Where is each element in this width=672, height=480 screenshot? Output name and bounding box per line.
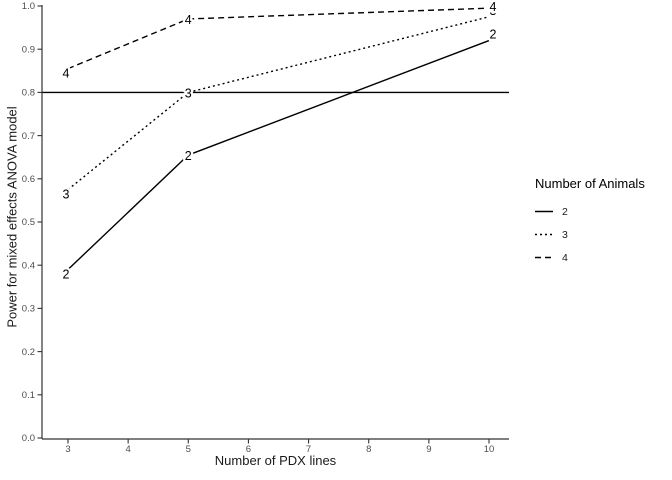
legend-item-label: 4	[562, 251, 568, 264]
legend-dotted-line-icon	[535, 233, 553, 236]
x-tick-label: 8	[366, 444, 371, 455]
legend-item-animals-2: 2	[535, 200, 645, 223]
point-label-animals-4: 4	[490, 0, 497, 14]
y-tick-label: 0.6	[22, 174, 35, 185]
legend-dashed-line-icon	[535, 256, 553, 259]
point-label-animals-2: 2	[490, 28, 497, 42]
point-label-animals-3: 3	[63, 188, 70, 202]
y-tick-label: 0.2	[22, 347, 35, 358]
y-tick-label: 0.1	[22, 390, 35, 401]
legend-item-label: 2	[562, 205, 568, 218]
y-tick-label: 0.0	[22, 433, 35, 444]
legend-item-animals-3: 3	[535, 223, 645, 246]
point-label-animals-2: 2	[63, 268, 70, 282]
x-tick-label: 4	[125, 444, 130, 455]
legend-title: Number of Animals	[535, 176, 645, 191]
point-label-animals-4: 4	[185, 13, 192, 27]
y-tick-label: 0.5	[22, 217, 35, 228]
point-label-animals-4: 4	[63, 67, 70, 81]
y-tick-label: 0.7	[22, 131, 35, 142]
point-label-animals-3: 3	[490, 4, 497, 18]
legend-solid-line-icon	[535, 210, 553, 213]
series-line-animals-3	[67, 16, 490, 191]
x-tick-label: 3	[65, 444, 70, 455]
x-tick-label: 7	[306, 444, 311, 455]
x-tick-label: 5	[186, 444, 191, 455]
x-tick-label: 10	[484, 444, 495, 455]
point-label-animals-2: 2	[185, 149, 192, 163]
legend: Number of Animals 2 3 4	[535, 176, 645, 269]
series-line-animals-2	[67, 39, 490, 271]
series-line-animals-4	[67, 7, 490, 70]
point-label-animals-3: 3	[185, 86, 192, 100]
y-tick-label: 0.3	[22, 304, 35, 315]
y-tick-label: 1.0	[22, 1, 35, 12]
x-axis-title: Number of PDX lines	[214, 453, 337, 468]
x-tick-label: 6	[246, 444, 251, 455]
y-axis-title: Power for mixed effects ANOVA model	[4, 106, 20, 328]
legend-item-label: 3	[562, 228, 568, 241]
y-tick-label: 0.9	[22, 44, 35, 55]
y-tick-label: 0.8	[22, 88, 35, 99]
x-tick-label: 9	[426, 444, 431, 455]
legend-item-animals-4: 4	[535, 246, 645, 269]
y-tick-label: 0.4	[22, 260, 35, 271]
